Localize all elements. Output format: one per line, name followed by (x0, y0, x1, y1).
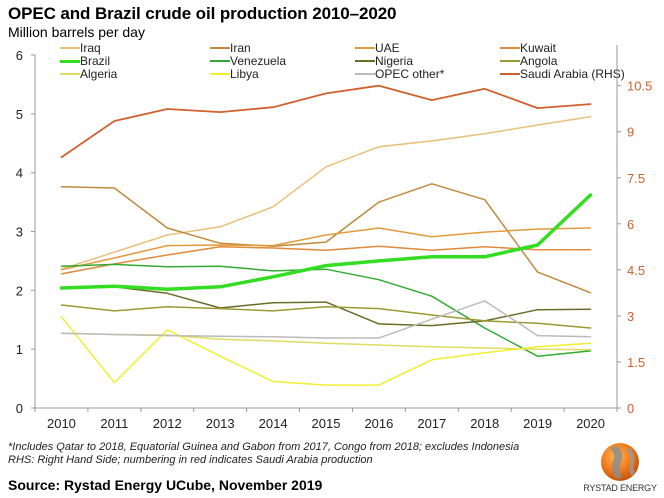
x-tick-label: 2013 (206, 416, 235, 431)
legend-item-saudi-arabia-rhs: Saudi Arabia (RHS) (500, 67, 625, 81)
legend-item-brazil: Brazil (60, 54, 110, 68)
chart-title: OPEC and Brazil crude oil production 201… (8, 4, 397, 23)
series-line-angola (60, 304, 592, 329)
chart-subtitle: Million barrels per day (8, 24, 145, 40)
y-tick-label-left: 6 (16, 48, 23, 63)
series-line-kuwait (60, 245, 592, 275)
y-tick-label-right: 10.5 (627, 79, 652, 94)
legend-swatch (210, 47, 230, 49)
legend-swatch (355, 60, 375, 62)
y-tick-label-left: 1 (16, 342, 23, 357)
x-tick-label: 2018 (470, 416, 499, 431)
legend-item-iraq: Iraq (60, 41, 101, 55)
footnote-line-1: *Includes Qatar to 2018, Equatorial Guin… (8, 441, 520, 453)
legend-item-venezuela: Venezuela (210, 54, 286, 68)
x-tick-label: 2019 (523, 416, 552, 431)
x-tick-label: 2011 (100, 416, 128, 431)
legend-label: Iran (230, 41, 251, 55)
y-tick-label-left: 0 (16, 401, 23, 416)
legend-swatch (210, 73, 230, 75)
legend-item-libya: Libya (210, 67, 259, 81)
legend-item-opec-other: OPEC other* (355, 67, 444, 81)
y-tick-label-left: 4 (16, 166, 23, 181)
series-lines (59, 84, 593, 386)
x-tick-label: 2010 (47, 416, 76, 431)
source-text: Source: Rystad Energy UCube, November 20… (8, 477, 323, 493)
legend-swatch (355, 73, 375, 75)
legend-item-angola: Angola (500, 54, 557, 68)
legend-swatch (60, 47, 80, 49)
y-tick-label-right: 7.5 (627, 171, 645, 186)
legend-label: Iraq (80, 41, 101, 55)
footnote-line-2: RHS: Right Hand Side; numbering in red i… (8, 454, 373, 466)
y-tick-label-right: 9 (627, 125, 634, 140)
footnote: *Includes Qatar to 2018, Equatorial Guin… (8, 441, 519, 467)
series-line-saudi-arabia-rhs (60, 84, 592, 159)
legend-label: Algeria (80, 67, 118, 81)
legend-label: Venezuela (230, 54, 287, 68)
legend-item-kuwait: Kuwait (500, 41, 556, 55)
x-tick-label: 2020 (576, 416, 605, 431)
legend-swatch (60, 73, 80, 75)
legend-swatch (500, 60, 520, 62)
series-line-nigeria (60, 286, 592, 327)
series-line-venezuela (60, 263, 592, 357)
legend-label: UAE (375, 41, 400, 55)
rystad-logo: RYSTAD ENERGY (580, 440, 660, 496)
legend-label: Saudi Arabia (RHS) (520, 67, 625, 81)
legend-label: Angola (520, 54, 558, 68)
legend-label: Kuwait (520, 41, 557, 55)
legend-label: Libya (230, 67, 259, 81)
series-line-uae (60, 227, 592, 271)
legend-swatch (210, 60, 230, 62)
legend-label: Nigeria (375, 54, 414, 68)
legend-label: OPEC other* (375, 67, 445, 81)
logo-text: RYSTAD ENERGY (583, 483, 657, 493)
legend-swatch (60, 59, 80, 63)
legend: Iraq Brazil Algeria Iran Venezuela Libya UAE Ni… (0, 0, 664, 100)
legend-item-algeria: Algeria (60, 67, 117, 81)
axes: 0 1 2 3 4 5 6 0 1.5 3 4.5 6 7.5 9 10.5 2010 2011 2012 2013… (16, 45, 652, 431)
line-chart: 0 1 2 3 4 5 6 0 1.5 3 4.5 6 7.5 9 10.5 2010 2011 2012 2013… (16, 45, 652, 431)
y-tick-label-left: 2 (16, 283, 23, 298)
y-tick-label-left: 5 (16, 107, 23, 122)
x-tick-label: 2016 (364, 416, 393, 431)
y-tick-label-right: 0 (627, 401, 634, 416)
legend-item-uae: UAE (355, 41, 400, 55)
legend-item-nigeria: Nigeria (355, 54, 413, 68)
series-line-libya (60, 316, 592, 386)
series-line-brazil (59, 193, 593, 291)
series-line-opec-other (60, 300, 592, 339)
y-tick-label-right: 6 (627, 217, 634, 232)
series-line-iraq (60, 116, 592, 270)
x-tick-label: 2015 (312, 416, 341, 431)
x-tick-label: 2012 (153, 416, 182, 431)
globe-icon (601, 443, 639, 481)
legend-label: Brazil (80, 54, 111, 68)
y-tick-label-right: 1.5 (627, 355, 645, 370)
y-tick-label-right: 4.5 (627, 263, 645, 278)
y-tick-label-left: 3 (16, 225, 23, 240)
legend-item-iran: Iran (210, 41, 251, 55)
series-line-iran (60, 183, 592, 294)
legend-swatch (355, 47, 375, 49)
x-tick-label: 2017 (417, 416, 446, 431)
legend-swatch (500, 73, 520, 75)
y-tick-label-right: 3 (627, 309, 634, 324)
x-tick-label: 2014 (259, 416, 288, 431)
legend-swatch (500, 47, 520, 49)
